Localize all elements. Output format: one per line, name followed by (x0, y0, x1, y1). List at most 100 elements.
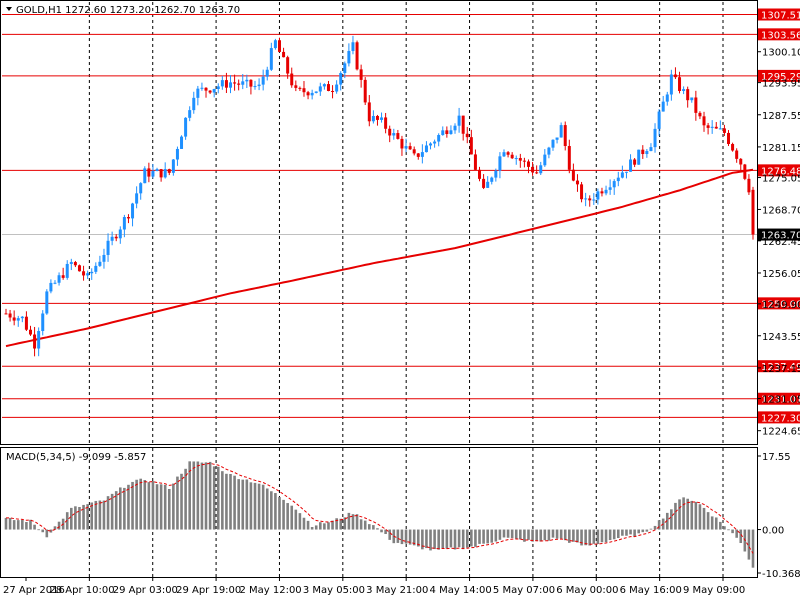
macd-bar (543, 529, 547, 541)
chevron-down-icon[interactable] (6, 7, 12, 11)
candle-body (216, 86, 220, 89)
candle-body (522, 160, 526, 162)
candle-body (380, 117, 384, 120)
price-tick-label: 1231.05 (762, 395, 800, 406)
macd-bar (282, 499, 285, 530)
price-tick-label: 1293.95 (762, 79, 800, 90)
candle-body (167, 169, 171, 173)
candle-body (233, 82, 237, 84)
macd-bar (465, 529, 469, 548)
macd-bar (212, 466, 216, 530)
candle-body (314, 91, 318, 93)
macd-bar (747, 529, 751, 560)
macd-bar (143, 480, 147, 530)
candle-body (335, 84, 339, 92)
candle-body (118, 229, 122, 239)
macd-bar (514, 529, 518, 539)
level-label-box (758, 28, 800, 41)
macd-bar (196, 461, 200, 530)
macd-bar (314, 525, 318, 530)
candle-body (702, 116, 706, 126)
macd-bar (310, 527, 314, 530)
candle-body (449, 130, 453, 135)
macd-bar (351, 514, 355, 530)
macd-bar (670, 509, 673, 530)
macd-bar (29, 519, 32, 530)
candle-body (147, 168, 151, 177)
macd-bar (184, 468, 187, 530)
candle-body (551, 139, 555, 148)
candle-body (180, 136, 184, 149)
macd-bar (241, 479, 245, 530)
candle-body (567, 146, 571, 170)
candle-body (273, 40, 277, 49)
macd-bar (690, 500, 694, 530)
macd-bar (261, 484, 265, 530)
macd-bar (37, 529, 40, 531)
candle-body (453, 125, 457, 131)
candle-body (555, 137, 559, 140)
macd-bar (98, 500, 102, 530)
macd-bar (580, 529, 583, 546)
candle-body (253, 86, 257, 88)
macd-bar (41, 529, 45, 533)
candle-body (12, 317, 16, 321)
macd-bar (461, 529, 465, 550)
macd-bar (706, 512, 710, 530)
candle-body (347, 50, 351, 64)
macd-bar (510, 529, 514, 539)
macd-histogram (4, 461, 755, 568)
macd-bar (637, 529, 641, 534)
macd-bar (229, 474, 232, 530)
price-tick-label: 1275.05 (762, 174, 800, 185)
macd-bar (474, 529, 477, 547)
macd-bar (180, 473, 183, 530)
candle-body (143, 168, 147, 184)
candle-body (461, 115, 465, 134)
macd-bar (445, 529, 449, 549)
candle-body (86, 273, 90, 276)
macd-bar (25, 522, 28, 530)
candle-body (429, 143, 433, 146)
moving-average-line (5, 168, 754, 348)
macd-bar (490, 529, 494, 543)
macd-tick-label: -10.368 (762, 569, 800, 580)
candle-body (159, 169, 163, 178)
candle-body (269, 48, 273, 70)
time-label: 6 May 00:00 (556, 585, 618, 596)
candle-body (433, 141, 437, 144)
macd-bar (478, 529, 481, 544)
macd-axis: 17.55 0.00 -10.368 (757, 452, 800, 580)
candle-body (710, 126, 714, 128)
macd-bar (319, 522, 322, 530)
macd-bar (16, 520, 20, 530)
candle-body (261, 76, 265, 85)
level-label-box (758, 411, 800, 424)
macd-bar (131, 481, 134, 530)
candle-body (706, 125, 710, 128)
macd-bar (604, 529, 608, 543)
candle-body (575, 180, 579, 185)
macd-bar (257, 483, 261, 530)
macd-pane-frame (0, 447, 758, 578)
macd-bar (192, 461, 196, 530)
level-label: 1237.49 (761, 362, 800, 373)
macd-bar (653, 525, 657, 530)
macd-bar (380, 529, 383, 533)
macd-bar (265, 488, 269, 530)
candle-body (290, 73, 294, 86)
candle-body (277, 40, 281, 52)
horizontal-levels[interactable]: 1307.51 1303.56 1295.29 1276.48 1250.00 1237.… (2, 8, 800, 425)
candle-body (396, 133, 400, 139)
macd-bar (751, 529, 755, 568)
candle-body (151, 171, 155, 177)
macd-bar (657, 520, 661, 530)
candle-body (200, 87, 204, 89)
candle-body (416, 153, 420, 157)
candle-body (326, 84, 330, 92)
macd-bar (404, 529, 408, 544)
macd-bar (286, 503, 289, 530)
candle-body (331, 91, 335, 93)
candle-body (739, 158, 743, 165)
